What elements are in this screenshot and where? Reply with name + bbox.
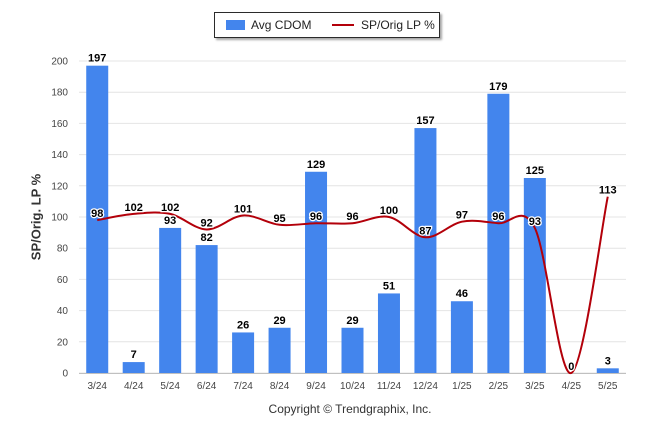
legend-line-label: SP/Orig LP %	[361, 18, 435, 32]
y-tick-label: 20	[57, 337, 69, 348]
bar	[414, 128, 437, 373]
line-data-label: 0	[568, 361, 574, 373]
line-data-label: 113	[599, 185, 617, 197]
bar-data-label: 197	[88, 53, 106, 65]
x-tick-label: 7/24	[233, 381, 253, 392]
y-tick-label: 180	[51, 88, 68, 99]
bar	[341, 327, 364, 373]
line-data-label: 96	[492, 211, 504, 223]
bar-data-label: 129	[307, 159, 325, 171]
bar	[122, 362, 145, 373]
bar	[450, 301, 473, 373]
x-tick-label: 8/24	[270, 381, 290, 392]
y-tick-label: 120	[51, 181, 68, 192]
bar-data-label: 29	[346, 315, 358, 327]
bar-data-label: 157	[416, 115, 434, 127]
line-data-label: 101	[234, 203, 252, 215]
line-data-label: 96	[310, 211, 322, 223]
bar	[232, 332, 255, 373]
x-tick-label: 12/24	[413, 381, 438, 392]
line-data-label: 87	[419, 225, 431, 237]
line-path	[97, 196, 609, 375]
bar-data-label: 0	[568, 360, 574, 372]
bar	[377, 293, 400, 373]
x-axis-ticks: 3/24 4/24 5/24 6/24 7/24 8/24 9/24 10/24 11/24 12…	[79, 373, 626, 392]
line-data-label: 102	[161, 202, 179, 214]
bar	[268, 327, 291, 373]
x-tick-label: 3/24	[87, 381, 107, 392]
x-tick-label: 9/24	[306, 381, 326, 392]
line-data-label: 98	[91, 208, 103, 220]
bar-data-labels: 197 7 93 82 26 29 129 29 51 157 46 179 125 0 3	[87, 51, 612, 373]
line-data-labels: 98 102 102 92 101 95 96 96 100 87 97 96 93 0 113	[90, 183, 618, 374]
bar	[523, 178, 546, 373]
y-tick-label: 40	[57, 306, 69, 317]
bar-data-label: 125	[526, 165, 544, 177]
bar-data-label: 51	[383, 280, 395, 292]
x-tick-label: 11/24	[377, 381, 402, 392]
line-data-label: 93	[529, 216, 541, 228]
y-tick-label: 80	[57, 244, 69, 255]
legend-line-swatch	[332, 24, 354, 26]
line-data-label: 96	[346, 211, 358, 223]
y-axis-label: SP/Orig. LP %	[28, 173, 44, 261]
line-data-label: 102	[125, 202, 143, 214]
x-tick-label: 4/24	[124, 381, 144, 392]
bar	[195, 245, 218, 373]
line-series	[97, 196, 609, 375]
bar-data-label: 82	[201, 232, 213, 244]
line-data-label: 97	[456, 210, 468, 222]
y-tick-label: 160	[51, 119, 68, 130]
x-tick-label: 4/25	[562, 381, 582, 392]
x-tick-label: 3/25	[525, 381, 545, 392]
bar	[159, 227, 182, 373]
legend-bar-swatch	[226, 20, 245, 30]
x-tick-label: 1/25	[452, 381, 472, 392]
line-data-label: 92	[201, 217, 213, 229]
bar	[596, 368, 619, 373]
x-tick-label: 6/24	[197, 381, 217, 392]
bar-data-label: 26	[237, 319, 249, 331]
bar-data-label: 179	[489, 81, 507, 93]
bar-data-label: 7	[131, 349, 137, 361]
bar	[487, 93, 510, 373]
x-tick-label: 5/24	[160, 381, 180, 392]
bar-data-label: 29	[273, 315, 285, 327]
x-tick-label: 5/25	[598, 381, 618, 392]
y-tick-label: 60	[57, 275, 69, 286]
bar-data-label: 46	[456, 288, 468, 300]
y-axis-ticks: 0 20 40 60 80 100 120 140 160 180 200	[51, 57, 68, 380]
x-tick-label: 10/24	[340, 381, 365, 392]
copyright-credit: Copyright © Trendgraphix, Inc.	[268, 402, 432, 416]
bar-data-label: 3	[605, 355, 611, 367]
legend-bar-label: Avg CDOM	[251, 18, 312, 32]
y-tick-label: 200	[51, 57, 68, 68]
y-tick-label: 0	[62, 369, 68, 380]
y-tick-label: 140	[51, 150, 68, 161]
legend: Avg CDOM SP/Orig LP %	[214, 12, 440, 38]
x-tick-label: 2/25	[489, 381, 509, 392]
y-tick-label: 100	[51, 213, 68, 224]
line-data-label: 100	[380, 205, 398, 217]
bar-data-label: 93	[164, 215, 176, 227]
bar	[305, 171, 328, 373]
line-data-label: 95	[273, 213, 285, 225]
